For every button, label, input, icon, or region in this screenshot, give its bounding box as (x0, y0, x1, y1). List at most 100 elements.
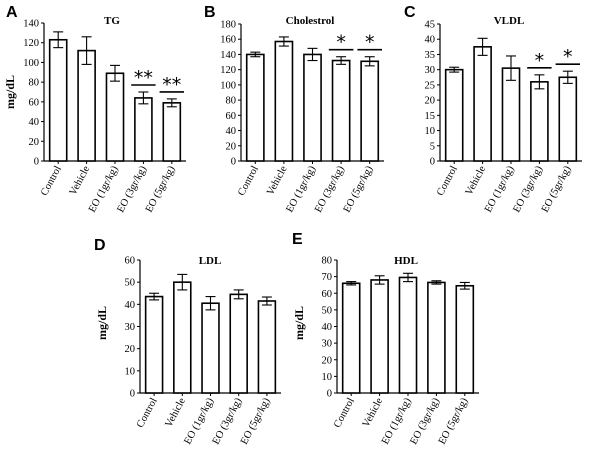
y-tick-label: 140 (220, 50, 236, 61)
bar (473, 46, 492, 162)
bar (427, 281, 446, 394)
x-tick-label: Control (332, 396, 357, 430)
chart-title: Cholestrol (286, 15, 335, 27)
chart-panel-a: A TG mg/dL 0 20 40 60 80 100 120 140 Control Vehicle… (3, 4, 186, 214)
chart-title: VLDL (494, 15, 525, 27)
bar (162, 102, 182, 162)
y-tick-label: 30 (125, 322, 136, 333)
y-tick-label: 120 (23, 38, 39, 49)
x-tick-label: EO (5gr/kg) (239, 396, 273, 447)
y-tick-label: 100 (220, 80, 236, 91)
y-tick-label: 40 (125, 300, 136, 311)
y-tick-label: 40 (29, 117, 40, 128)
bar (173, 281, 192, 394)
y-tick-label: 30 (425, 65, 436, 76)
y-tick-label: 20 (322, 355, 333, 366)
chart-panel-b: B Cholestrol 0 20 40 60 80 100 120 140 160 180 Contr… (204, 4, 384, 214)
significance-marker: * (535, 50, 545, 72)
y-tick-label: 50 (125, 278, 136, 289)
bar (455, 284, 475, 394)
y-tick-label: 40 (322, 322, 333, 333)
y-tick-label: 60 (29, 97, 40, 108)
y-tick-label: 70 (322, 272, 333, 283)
bar (558, 76, 578, 162)
panel-letter: B (204, 4, 216, 21)
y-tick-label: 20 (125, 344, 136, 355)
y-tick-label: 40 (226, 126, 237, 137)
y-tick-label: 10 (425, 126, 436, 137)
bar (274, 40, 294, 162)
significance-marker: * (336, 32, 346, 54)
y-axis-label: mg/dL (3, 75, 17, 109)
y-tick-label: 180 (220, 20, 236, 31)
y-tick-label: 0 (231, 157, 236, 168)
x-tick-label: Vehicle (163, 396, 188, 429)
y-tick-label: 5 (430, 141, 435, 152)
x-tick-label: EO (5gr/kg) (437, 396, 471, 447)
y-tick-label: 10 (125, 366, 136, 377)
y-axis-label: mg/dL (95, 306, 109, 340)
chart-title: HDL (394, 255, 418, 267)
bar (530, 81, 549, 162)
y-tick-label: 0 (34, 157, 39, 168)
x-tick-label: Control (135, 396, 160, 430)
chart-panel-d: D LDL mg/dL 0 10 20 30 40 50 60 Control Vehicle EO (… (94, 237, 281, 446)
bar (48, 38, 68, 162)
x-tick-label: Control (39, 164, 64, 198)
x-tick-label: Vehicle (68, 164, 93, 197)
bar (331, 59, 351, 162)
y-tick-label: 80 (322, 256, 333, 267)
bar (370, 279, 389, 394)
x-tick-label: Vehicle (265, 164, 290, 197)
bar (501, 67, 521, 162)
y-tick-label: 120 (220, 65, 236, 76)
y-tick-label: 35 (425, 50, 436, 61)
y-tick-label: 160 (220, 35, 236, 46)
y-tick-label: 30 (322, 339, 333, 350)
bar (144, 295, 164, 394)
bar (134, 97, 153, 162)
y-tick-label: 140 (23, 19, 39, 30)
y-axis-label: mg/dL (292, 306, 306, 340)
y-tick-label: 0 (130, 389, 135, 400)
y-tick-label: 40 (425, 35, 436, 46)
panel-letter: A (6, 4, 18, 21)
significance-marker: * (563, 46, 573, 68)
bar (245, 53, 265, 162)
x-tick-label: EO (5gr/kg) (342, 164, 376, 215)
y-tick-label: 20 (425, 96, 436, 107)
x-tick-label: Vehicle (361, 396, 386, 429)
y-tick-label: 20 (226, 141, 237, 152)
y-tick-label: 10 (322, 372, 333, 383)
y-tick-label: 80 (29, 78, 40, 89)
y-tick-label: 20 (29, 137, 40, 148)
bar (360, 60, 380, 162)
panel-letter: E (292, 231, 303, 248)
significance-marker: * (365, 32, 375, 54)
panel-letter: D (94, 237, 106, 254)
x-tick-label: Control (236, 164, 261, 198)
y-tick-label: 60 (125, 256, 136, 267)
y-tick-label: 0 (430, 157, 435, 168)
bar (341, 282, 361, 394)
chart-panel-e: E HDL mg/dL 0 10 20 30 40 50 60 70 80 Control Vehicle… (292, 231, 479, 446)
x-tick-label: Control (435, 164, 460, 198)
y-tick-label: 0 (327, 389, 332, 400)
bar (229, 293, 248, 394)
x-tick-label: EO (5gr/kg) (540, 164, 574, 215)
significance-marker: ** (134, 67, 153, 89)
bar (201, 302, 220, 394)
y-tick-label: 15 (425, 111, 436, 122)
chart-panel-c: C VLDL 0 5 10 15 20 25 30 35 40 45 Control Vehicle EO … (404, 4, 582, 214)
y-tick-label: 60 (226, 111, 237, 122)
bar (257, 300, 277, 394)
panel-letter: C (404, 4, 416, 21)
x-tick-label: Vehicle (464, 164, 489, 197)
y-tick-label: 100 (23, 58, 39, 69)
y-tick-label: 80 (226, 96, 237, 107)
bar (105, 72, 125, 162)
y-tick-label: 60 (322, 289, 333, 300)
bar (303, 53, 322, 162)
y-tick-label: 45 (425, 20, 436, 31)
